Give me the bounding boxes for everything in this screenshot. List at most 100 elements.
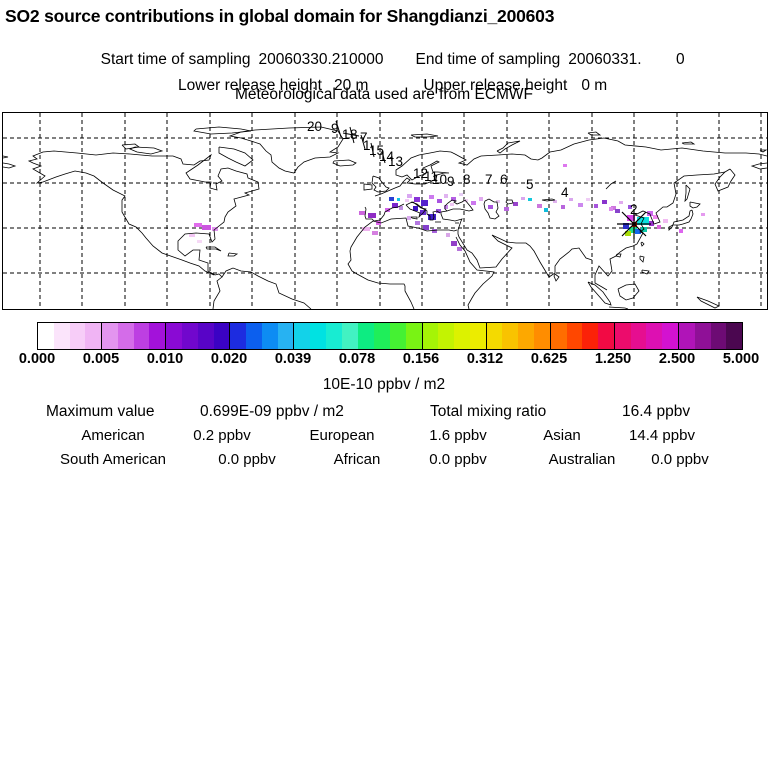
heat-cell	[389, 197, 394, 201]
heat-cell	[479, 197, 483, 201]
colorbar-tick-label: 0.010	[146, 351, 184, 367]
trajectory-day-label: 20	[307, 119, 322, 134]
heat-cell	[537, 204, 542, 208]
contribution-region-label: European	[309, 427, 375, 444]
heat-cell	[444, 194, 448, 198]
colorbar-cell	[518, 323, 534, 349]
heat-cell	[609, 207, 613, 211]
trajectory-tick-marks	[335, 120, 386, 164]
heat-cell	[611, 206, 616, 210]
colorbar-unit-label: 10E-10 ppbv / m2	[322, 376, 446, 393]
colorbar-cell	[230, 323, 247, 349]
heat-cell	[635, 229, 641, 234]
colorbar-cell	[213, 323, 230, 349]
heat-cell	[405, 199, 409, 202]
receptor-star-marker	[617, 209, 651, 239]
heat-cell	[544, 208, 548, 212]
colorbar-tick-label: 0.625	[530, 351, 568, 367]
heat-cell	[428, 214, 436, 220]
heat-cell	[407, 194, 412, 198]
colorbar-cell	[614, 323, 631, 349]
heat-cell	[701, 213, 705, 216]
heat-cell	[528, 198, 532, 201]
colorbar-cell	[341, 323, 358, 349]
max-value: 0.699E-09 ppbv / m2	[200, 403, 344, 420]
colorbar-tick-label: 0.039	[274, 351, 312, 367]
heat-cell	[457, 247, 462, 251]
colorbar-cell	[438, 323, 455, 349]
heat-cell	[407, 216, 411, 220]
heat-cell	[414, 197, 420, 202]
release-height-line: Lower release height 20 m Upper release he…	[0, 59, 768, 113]
heat-cell	[450, 203, 454, 206]
heat-cell	[362, 227, 370, 231]
contribution-region-label: American	[81, 427, 145, 444]
end-time-value: 20060331. 0	[568, 51, 685, 68]
colorbar-cell	[678, 323, 695, 349]
colorbar-cell	[566, 323, 583, 349]
trajectory-day-label: 6	[500, 172, 508, 187]
colorbar-tick-label: 0.078	[338, 351, 376, 367]
map-panel: 20 9 1 8 7 1 15 14 13 12 11 10 9 8 7 6 5 4 2	[2, 112, 768, 310]
heat-cell	[563, 164, 567, 167]
trajectory-day-label: 15	[369, 143, 384, 158]
heat-cell	[649, 221, 654, 226]
trajectory-day-label: 2	[630, 202, 638, 217]
colorbar-segment	[38, 323, 103, 349]
heat-cell	[399, 206, 403, 210]
heat-cell	[368, 213, 376, 218]
contribution-value: 0.2 ppbv	[193, 427, 251, 444]
colorbar-segment	[486, 323, 551, 349]
heat-cell	[444, 205, 448, 209]
colorbar-cell	[422, 323, 439, 349]
total-mixing-ratio-value: 16.4 ppbv	[622, 403, 691, 420]
heat-cell	[189, 234, 195, 237]
contribution-region-label: South American	[60, 451, 166, 468]
trajectory-day-label: 1	[342, 127, 350, 142]
contribution-value: 0.0 ppbv	[429, 451, 487, 468]
colorbar-cell	[550, 323, 567, 349]
colorbar-cell	[358, 323, 375, 349]
colorbar-segment	[102, 323, 167, 349]
sampling-time-line: Start time of sampling 20060330.210000 End…	[0, 33, 768, 87]
trajectory-day-label: 1	[363, 138, 371, 153]
colorbar-cell	[85, 323, 102, 349]
colorbar	[37, 322, 743, 350]
heat-cell	[194, 223, 202, 227]
colorbar-cell	[53, 323, 70, 349]
heat-cell	[521, 197, 525, 200]
heat-cell	[496, 200, 500, 203]
heat-cell	[504, 207, 509, 211]
trajectory-day-label: 7	[360, 130, 368, 145]
colorbar-cell	[726, 323, 743, 349]
heat-cell	[464, 199, 468, 202]
colorbar-cell	[310, 323, 326, 349]
contribution-region-label: Asian	[543, 427, 581, 444]
start-time-label: Start time of sampling	[100, 51, 251, 68]
colorbar-segment	[230, 323, 295, 349]
heat-cell	[415, 221, 420, 225]
colorbar-cell	[534, 323, 550, 349]
colorbar-cell	[38, 323, 54, 349]
heat-cell	[619, 201, 623, 204]
heat-cell	[471, 201, 476, 205]
heat-cell	[594, 204, 598, 208]
colorbar-cell	[133, 323, 150, 349]
heat-cell	[653, 215, 658, 219]
heat-cell	[202, 225, 211, 230]
colorbar-cell	[261, 323, 278, 349]
max-value-label: Maximum value	[46, 403, 155, 420]
colorbar-tick-label: 0.000	[18, 351, 56, 367]
colorbar-tick-label: 0.156	[402, 351, 440, 367]
colorbar-cell	[246, 323, 262, 349]
trajectory-day-label: 9	[331, 121, 339, 136]
lower-release-label: Lower release height	[178, 77, 322, 94]
heat-cell	[663, 219, 668, 223]
contribution-value: 1.6 ppbv	[429, 427, 487, 444]
colorbar-segment	[614, 323, 679, 349]
colorbar-segment	[166, 323, 231, 349]
heat-cell	[372, 231, 378, 235]
heat-cell	[647, 211, 653, 216]
heat-cell	[657, 225, 661, 229]
